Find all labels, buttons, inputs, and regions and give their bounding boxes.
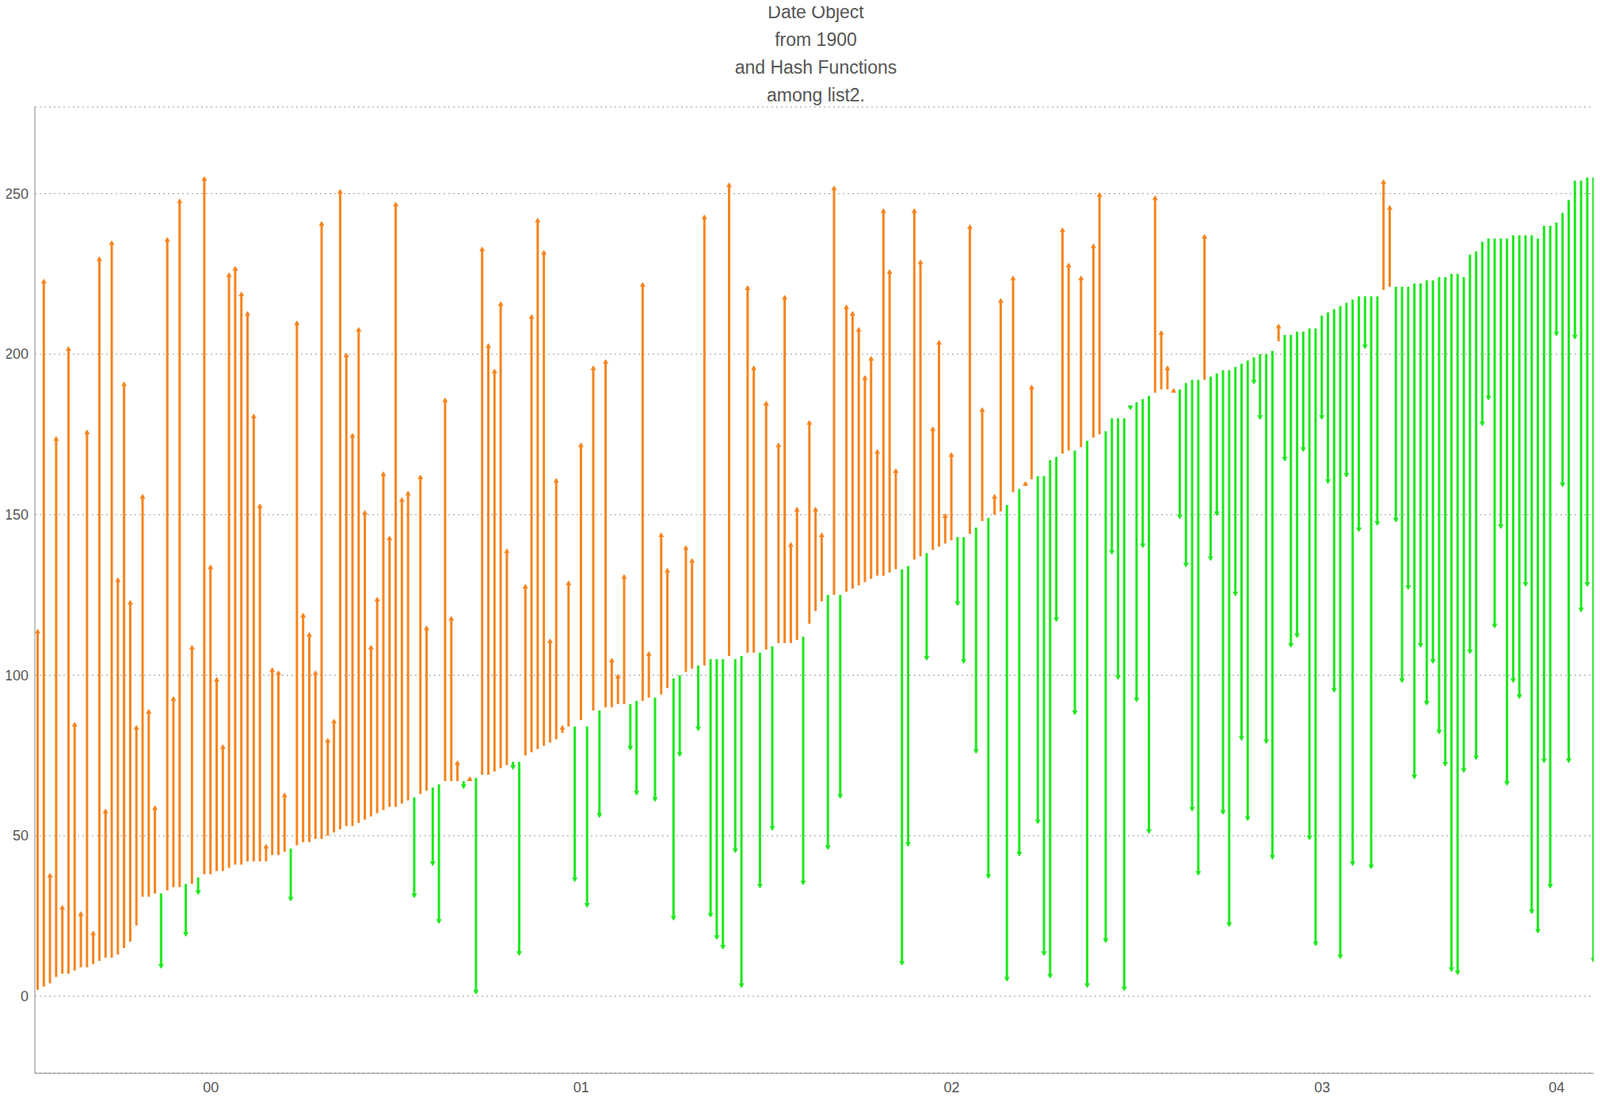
svg-text:100: 100 xyxy=(6,667,29,684)
html-text:from 1900: from 1900 xyxy=(774,29,857,50)
svg-text:03: 03 xyxy=(1314,1079,1330,1096)
html-text:Date Object: Date Object xyxy=(767,1,864,23)
svg-text:250: 250 xyxy=(6,186,29,202)
svg-text:02: 02 xyxy=(943,1079,960,1096)
svg-text:0: 0 xyxy=(20,988,29,1005)
svg-text:04: 04 xyxy=(1548,1079,1565,1096)
html-text:among list2.: among list2. xyxy=(766,84,865,106)
svg-text:150: 150 xyxy=(6,506,29,523)
html-text:and Hash Functions: and Hash Functions xyxy=(734,57,897,78)
svg-text:50: 50 xyxy=(12,827,29,844)
svg-text:200: 200 xyxy=(6,346,29,362)
svg-text:01: 01 xyxy=(573,1079,590,1096)
svg-text:00: 00 xyxy=(202,1079,219,1096)
